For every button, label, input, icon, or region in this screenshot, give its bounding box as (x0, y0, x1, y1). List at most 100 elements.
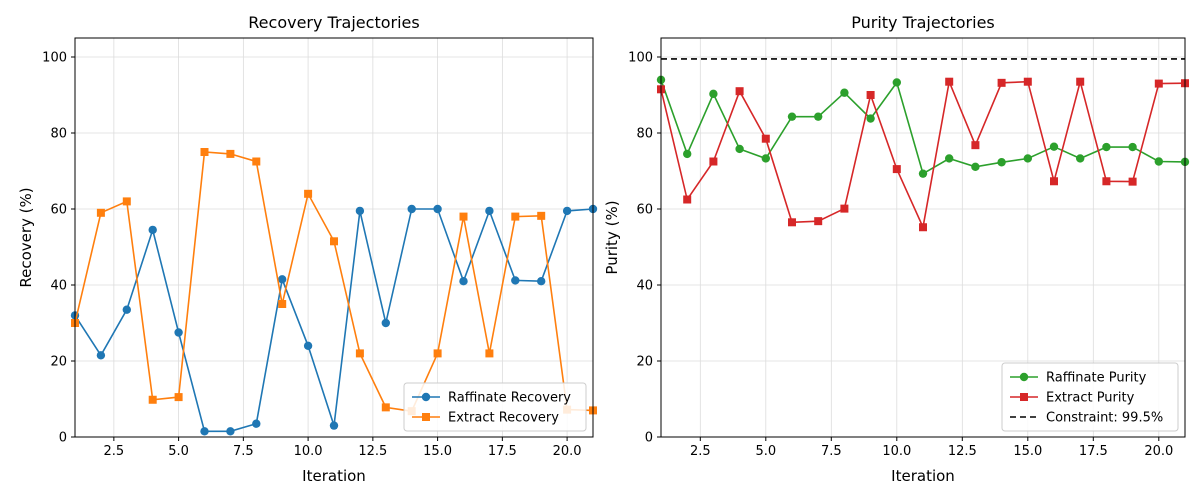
data-point (866, 91, 875, 99)
data-point (709, 89, 718, 99)
data-point (683, 149, 692, 159)
data-point (1076, 154, 1085, 163)
data-point (1102, 142, 1111, 152)
data-point (918, 169, 928, 178)
data-point (148, 225, 157, 235)
data-point (840, 204, 849, 213)
data-point (1154, 79, 1163, 88)
chart-panel-1: 2.5 5.0 7.5 10.0 12.5 15.0 17.5 20.0 0 20 40 60 80 10… (17, 13, 598, 485)
x-tick-label: 2.5 (104, 444, 125, 459)
data-point (122, 305, 131, 314)
data-point (355, 349, 364, 358)
y-tick-label: 0 (645, 431, 653, 446)
chart-panel-2: 2.5 5.0 7.5 10.0 12.5 15.0 17.5 20.0 0 20 40 60 80 10… (603, 13, 1190, 485)
data-point (814, 112, 823, 121)
data-point (892, 165, 901, 174)
x-tick-label: 5.0 (168, 444, 189, 459)
x-tick-label: 2.5 (690, 444, 711, 459)
data-point (304, 189, 313, 198)
x-axis-label: Iteration (302, 467, 366, 485)
legend-marker (1020, 393, 1028, 401)
x-tick-label: 20.0 (1144, 444, 1173, 459)
data-point (226, 149, 235, 158)
legend-box (1001, 362, 1179, 432)
data-point (735, 144, 744, 154)
data-point (1050, 177, 1058, 186)
y-axis-label: Purity (%) (603, 200, 621, 274)
data-point (787, 112, 797, 121)
y-tick-label: 100 (628, 51, 653, 66)
legend-item-3: Constraint: 99.5% (1010, 411, 1163, 426)
legend-marker (422, 413, 430, 421)
data-point (840, 88, 849, 97)
legend-item-2: Extract Recovery (412, 411, 559, 426)
data-point (814, 217, 823, 226)
legend-label: Raffinate Purity (1046, 371, 1147, 386)
data-point (997, 78, 1006, 87)
data-point (1128, 142, 1137, 152)
data-point (303, 341, 313, 350)
data-point (459, 277, 468, 286)
data-point (562, 206, 572, 216)
plot-frame (74, 37, 594, 438)
y-tick-label: 0 (59, 431, 67, 446)
data-point (761, 154, 770, 163)
legend-label: Extract Purity (1046, 391, 1135, 406)
y-tick-label: 80 (50, 127, 67, 142)
chart-title: Purity Trajectories (851, 13, 995, 32)
data-point (433, 349, 442, 358)
data-point (1154, 157, 1164, 166)
data-point (485, 206, 494, 216)
plot-frame (660, 37, 1186, 438)
y-tick-label: 20 (636, 355, 653, 370)
x-tick-label: 10.0 (294, 444, 323, 459)
data-point (329, 421, 339, 430)
data-point (1023, 77, 1032, 86)
y-axis-label: Recovery (%) (17, 187, 35, 287)
data-point (971, 141, 980, 150)
legend-label: Extract Recovery (448, 411, 559, 426)
data-point (381, 403, 390, 412)
data-point (945, 77, 954, 86)
data-point (407, 204, 416, 214)
data-point (709, 157, 718, 166)
data-point (355, 206, 365, 216)
x-tick-label: 7.5 (821, 444, 842, 459)
legend: Raffinate Recovery Extract Recovery (403, 382, 587, 432)
y-tick-label: 20 (50, 355, 67, 370)
data-point (278, 300, 287, 308)
data-point (200, 427, 209, 436)
data-point (919, 223, 927, 232)
legend-label: Raffinate Recovery (448, 391, 571, 406)
data-point (735, 87, 744, 96)
data-point (1102, 177, 1111, 186)
x-tick-label: 15.0 (1013, 444, 1042, 459)
data-point (945, 154, 954, 163)
data-point (997, 158, 1006, 167)
legend-label: Constraint: 99.5% (1046, 411, 1163, 426)
data-point (226, 427, 235, 436)
legend: Raffinate Purity Extract Purity Constraint… (1001, 362, 1179, 432)
data-point (278, 275, 287, 284)
data-point (683, 195, 692, 204)
y-tick-label: 60 (636, 203, 653, 218)
legend-marker (421, 392, 431, 402)
x-tick-label: 15.0 (423, 444, 452, 459)
x-tick-label: 12.5 (358, 444, 387, 459)
y-tick-label: 80 (636, 127, 653, 142)
x-tick-label: 7.5 (233, 444, 254, 459)
data-point (381, 318, 390, 328)
x-tick-label: 10.0 (882, 444, 911, 459)
data-point (96, 208, 105, 217)
y-tick-label: 40 (636, 279, 653, 294)
data-point (537, 277, 546, 286)
data-point (122, 197, 131, 206)
x-tick-label: 12.5 (948, 444, 977, 459)
x-tick-label: 17.5 (488, 444, 517, 459)
data-point (200, 148, 209, 156)
data-point (788, 218, 796, 227)
chart-title: Recovery Trajectories (248, 13, 419, 32)
data-point (537, 211, 546, 220)
data-point (96, 351, 106, 360)
data-point (252, 419, 261, 428)
